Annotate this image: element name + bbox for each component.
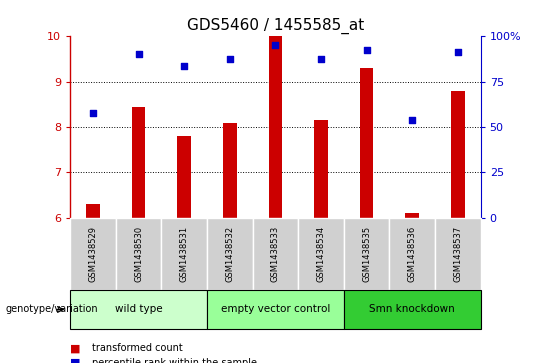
Bar bbox=[406, 213, 419, 218]
Point bbox=[180, 63, 188, 69]
Text: GSM1438533: GSM1438533 bbox=[271, 226, 280, 282]
Bar bbox=[207, 218, 253, 290]
Text: ■: ■ bbox=[70, 343, 80, 354]
Point bbox=[89, 110, 97, 116]
Text: empty vector control: empty vector control bbox=[221, 305, 330, 314]
Point bbox=[134, 52, 143, 57]
Point bbox=[316, 56, 325, 62]
Bar bbox=[132, 107, 145, 218]
Bar bbox=[389, 218, 435, 290]
Bar bbox=[298, 218, 344, 290]
Bar bbox=[70, 218, 116, 290]
Point bbox=[271, 42, 280, 48]
Bar bbox=[451, 91, 464, 218]
Text: ■: ■ bbox=[70, 358, 80, 363]
Point bbox=[226, 56, 234, 62]
Bar bbox=[161, 218, 207, 290]
Text: GSM1438535: GSM1438535 bbox=[362, 226, 371, 282]
Bar bbox=[344, 290, 481, 329]
Text: GSM1438529: GSM1438529 bbox=[89, 226, 98, 282]
Bar bbox=[360, 68, 374, 218]
Text: transformed count: transformed count bbox=[92, 343, 183, 354]
Bar bbox=[268, 36, 282, 218]
Bar bbox=[253, 218, 298, 290]
Text: GSM1438534: GSM1438534 bbox=[316, 226, 326, 282]
Bar bbox=[177, 136, 191, 218]
Bar bbox=[86, 204, 100, 218]
Point bbox=[362, 47, 371, 53]
Text: GSM1438537: GSM1438537 bbox=[453, 226, 462, 282]
Bar bbox=[344, 218, 389, 290]
Text: GSM1438536: GSM1438536 bbox=[408, 226, 417, 282]
Title: GDS5460 / 1455585_at: GDS5460 / 1455585_at bbox=[187, 17, 364, 33]
Text: genotype/variation: genotype/variation bbox=[5, 305, 98, 314]
Point bbox=[454, 49, 462, 55]
Text: percentile rank within the sample: percentile rank within the sample bbox=[92, 358, 257, 363]
Text: GSM1438530: GSM1438530 bbox=[134, 226, 143, 282]
Bar bbox=[435, 218, 481, 290]
Text: GSM1438531: GSM1438531 bbox=[180, 226, 188, 282]
Bar bbox=[314, 120, 328, 218]
Bar bbox=[116, 218, 161, 290]
Text: wild type: wild type bbox=[115, 305, 163, 314]
Bar bbox=[70, 290, 207, 329]
Bar bbox=[223, 123, 237, 218]
Text: GSM1438532: GSM1438532 bbox=[225, 226, 234, 282]
Bar bbox=[207, 290, 344, 329]
Text: Smn knockdown: Smn knockdown bbox=[369, 305, 455, 314]
Point bbox=[408, 117, 416, 123]
